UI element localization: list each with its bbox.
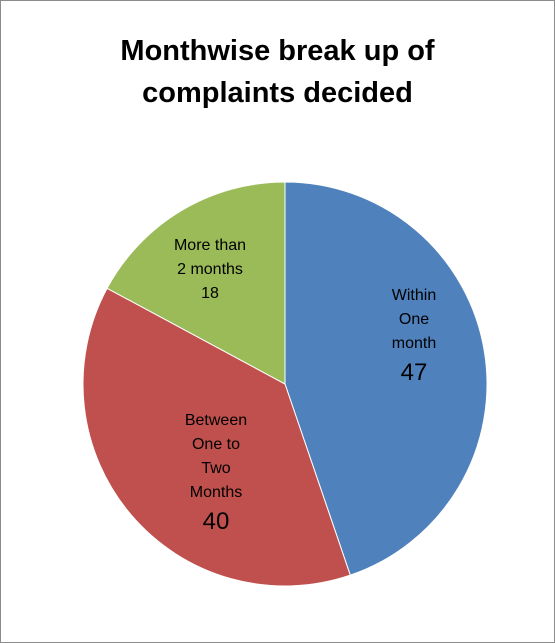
chart-title-line-1: Monthwise break up of xyxy=(120,35,435,67)
slice-value: 40 xyxy=(203,508,230,535)
slice-label-line: 2 months xyxy=(177,261,243,278)
slice-label-line: Between xyxy=(185,412,247,429)
slice-label-line: Two xyxy=(201,460,230,477)
slice-label-line: Months xyxy=(190,484,242,501)
slice-value: 47 xyxy=(401,359,428,386)
chart-title-line-2: complaints decided xyxy=(142,77,413,109)
slice-label-line: More than xyxy=(174,237,246,254)
pie-slice-3 xyxy=(106,181,286,385)
slice-label-line: One to xyxy=(192,436,240,453)
pie-slice-2 xyxy=(82,287,351,587)
pie-labels: Within One month 47 Between One to Two Months 40… xyxy=(174,237,436,535)
slice-label-line: month xyxy=(392,335,436,352)
slice-label-3: More than 2 months 18 xyxy=(174,237,246,302)
pie-slices xyxy=(82,181,488,587)
slice-label-2: Between One to Two Months 40 xyxy=(185,412,247,535)
chart-title: Monthwise break up of complaints decided xyxy=(0,30,555,114)
slice-label-line: Within xyxy=(392,287,436,304)
slice-label-1: Within One month 47 xyxy=(392,287,436,386)
slice-label-line: One xyxy=(399,311,429,328)
slice-value: 18 xyxy=(201,285,219,302)
pie-slice-1 xyxy=(284,181,488,576)
